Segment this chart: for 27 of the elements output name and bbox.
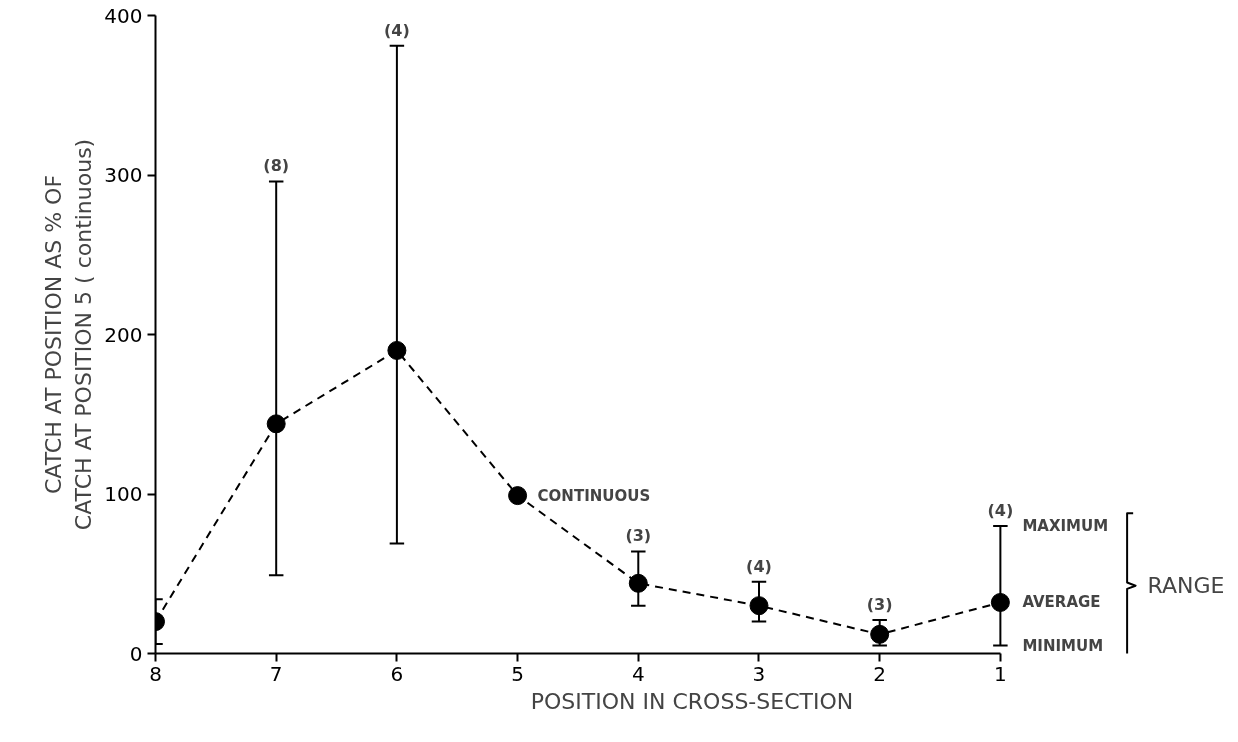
annotation: (4) xyxy=(746,556,772,576)
y-axis-title: CATCH AT POSITION AS % OF CATCH AT POSITION 5 ( continuous) xyxy=(41,138,97,531)
annotation: MAXIMUM xyxy=(1022,516,1109,535)
x-tick-label: 1 xyxy=(994,661,1007,686)
y-tick-label: 400 xyxy=(104,3,143,28)
y-tick-label: 200 xyxy=(104,322,143,347)
x-tick-label: 6 xyxy=(390,661,404,686)
y-tick-label: 100 xyxy=(104,482,143,506)
annotation: (3) xyxy=(866,595,893,615)
x-tick-label: 4 xyxy=(631,661,645,686)
x-tick-label: 8 xyxy=(149,661,162,686)
x-axis-title: POSITION IN CROSS-SECTION xyxy=(530,688,854,714)
x-tick-label: 2 xyxy=(873,661,887,686)
annotation: (3) xyxy=(625,526,652,546)
annotation: AVERAGE xyxy=(1022,593,1101,612)
annotation: (8) xyxy=(263,156,290,176)
y-tick-label: 0 xyxy=(129,641,143,666)
x-tick-label: 3 xyxy=(752,661,766,686)
y-tick-label: 300 xyxy=(104,163,143,187)
annotation: (4) xyxy=(987,500,1014,520)
annotation: (4) xyxy=(384,20,410,40)
x-tick-label: 7 xyxy=(269,661,283,686)
text: RANGE xyxy=(1147,573,1225,599)
annotation: MINIMUM xyxy=(1022,636,1104,655)
x-tick-label: 5 xyxy=(511,661,524,686)
point xyxy=(508,486,528,506)
annotation: CONTINUOUS xyxy=(537,486,651,505)
